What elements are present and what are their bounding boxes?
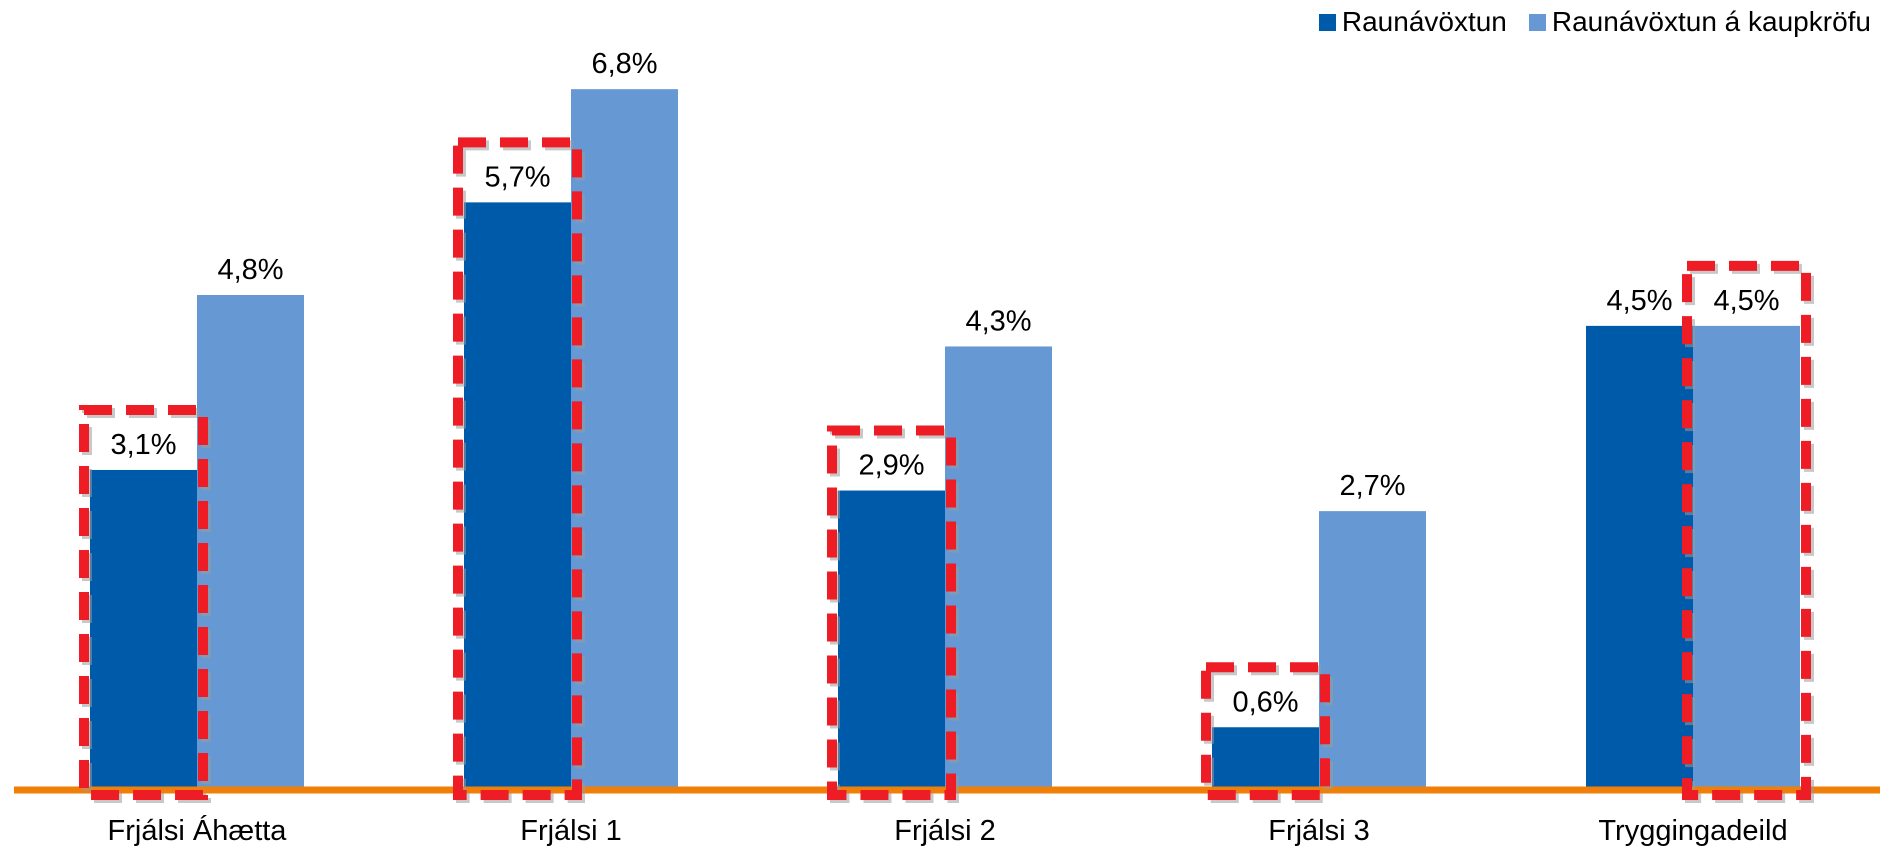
highlight-box-frjalsi-1	[453, 137, 582, 800]
bar-frjalsi-2-kaupkrofu	[945, 346, 1052, 789]
legend-label-raunavoxtun: Raunávöxtun	[1341, 6, 1507, 37]
category-label-frjalsi-3: Frjálsi 3	[1268, 815, 1370, 847]
legend-label-kaupkrofu: Raunávöxtun á kaupkröfu	[1551, 6, 1871, 37]
legend-item-raunavoxtun: Raunávöxtun	[1318, 6, 1507, 38]
bar-frjalsi-3-raunavoxtun	[1212, 727, 1319, 789]
data-label-frjalsi-3-kaupkrofu: 2,7%	[1339, 470, 1405, 502]
data-label-frjalsi-2-kaupkrofu: 4,3%	[965, 305, 1031, 337]
category-label-frjalsi-ah-tta: Frjálsi Áhætta	[108, 814, 288, 847]
category-label-frjalsi-1: Frjálsi 1	[520, 815, 622, 847]
bar-frjalsi-3-kaupkrofu	[1319, 511, 1426, 789]
data-label-frjalsi-3-raunavoxtun: 0,6%	[1232, 686, 1298, 718]
bar-frjalsi-1-raunavoxtun	[464, 202, 571, 789]
legend: Raunávöxtun Raunávöxtun á kaupkröfu	[1297, 6, 1871, 38]
data-label-tryggingadeild-raunavoxtun: 4,5%	[1606, 285, 1672, 317]
data-label-frjalsi-ah-tta-raunavoxtun: 3,1%	[110, 429, 176, 461]
category-label-frjalsi-2: Frjálsi 2	[894, 815, 996, 847]
highlight-box-frjalsi-ah-tta	[79, 404, 208, 800]
bar-frjalsi-ah-tta-raunavoxtun	[90, 469, 197, 789]
category-label-tryggingadeild: Tryggingadeild	[1598, 815, 1787, 847]
data-label-frjalsi-ah-tta-kaupkrofu: 4,8%	[217, 254, 283, 286]
bar-tryggingadeild-raunavoxtun	[1586, 325, 1693, 789]
legend-swatch-kaupkrofu	[1528, 13, 1546, 31]
highlight-box-frjalsi-3	[1201, 662, 1330, 800]
data-label-frjalsi-1-raunavoxtun: 5,7%	[484, 161, 550, 193]
data-label-frjalsi-1-kaupkrofu: 6,8%	[591, 48, 657, 80]
legend-item-kaupkrofu: Raunávöxtun á kaupkröfu	[1528, 6, 1871, 38]
legend-swatch-raunavoxtun	[1318, 13, 1336, 31]
bar-frjalsi-2-raunavoxtun	[838, 490, 945, 789]
bar-frjalsi-ah-tta-kaupkrofu	[197, 295, 304, 789]
highlight-box-tryggingadeild	[1682, 260, 1811, 800]
bar-frjalsi-1-kaupkrofu	[571, 89, 678, 789]
data-label-tryggingadeild-kaupkrofu: 4,5%	[1713, 285, 1779, 317]
bar-tryggingadeild-kaupkrofu	[1693, 325, 1800, 789]
highlight-box-frjalsi-2	[827, 425, 956, 800]
data-label-frjalsi-2-raunavoxtun: 2,9%	[858, 450, 924, 482]
